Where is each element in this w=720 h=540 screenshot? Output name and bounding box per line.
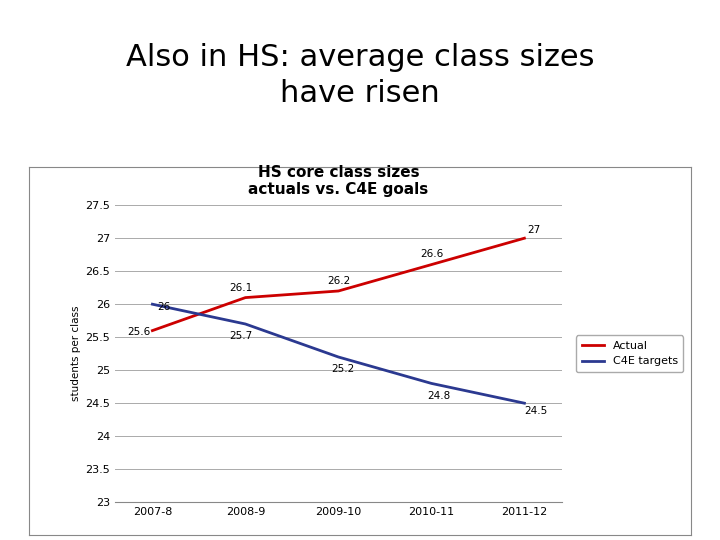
Text: 24.5: 24.5 (524, 406, 547, 416)
Text: Also in HS: average class sizes
have risen: Also in HS: average class sizes have ris… (126, 43, 594, 107)
Text: 26.1: 26.1 (229, 283, 253, 293)
Text: 26.6: 26.6 (420, 249, 443, 259)
Title: HS core class sizes
actuals vs. C4E goals: HS core class sizes actuals vs. C4E goal… (248, 165, 428, 197)
Text: 25.7: 25.7 (229, 331, 253, 341)
Text: 26.2: 26.2 (327, 276, 350, 286)
Legend: Actual, C4E targets: Actual, C4E targets (576, 335, 683, 372)
Text: 25.2: 25.2 (331, 364, 355, 374)
Text: 25.6: 25.6 (127, 327, 150, 337)
Text: 26: 26 (157, 301, 170, 312)
Text: 27: 27 (527, 225, 540, 235)
Text: 24.8: 24.8 (427, 390, 451, 401)
Y-axis label: students per class: students per class (71, 306, 81, 401)
